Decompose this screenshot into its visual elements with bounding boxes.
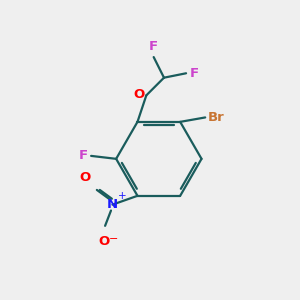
Text: F: F	[149, 40, 158, 53]
Text: F: F	[190, 67, 199, 80]
Text: Br: Br	[208, 111, 225, 124]
Text: N: N	[107, 198, 118, 211]
Text: F: F	[79, 149, 88, 162]
Text: O: O	[79, 171, 90, 184]
Text: O: O	[98, 235, 109, 248]
Text: O: O	[133, 88, 145, 101]
Text: −: −	[108, 234, 118, 244]
Text: +: +	[118, 191, 126, 201]
